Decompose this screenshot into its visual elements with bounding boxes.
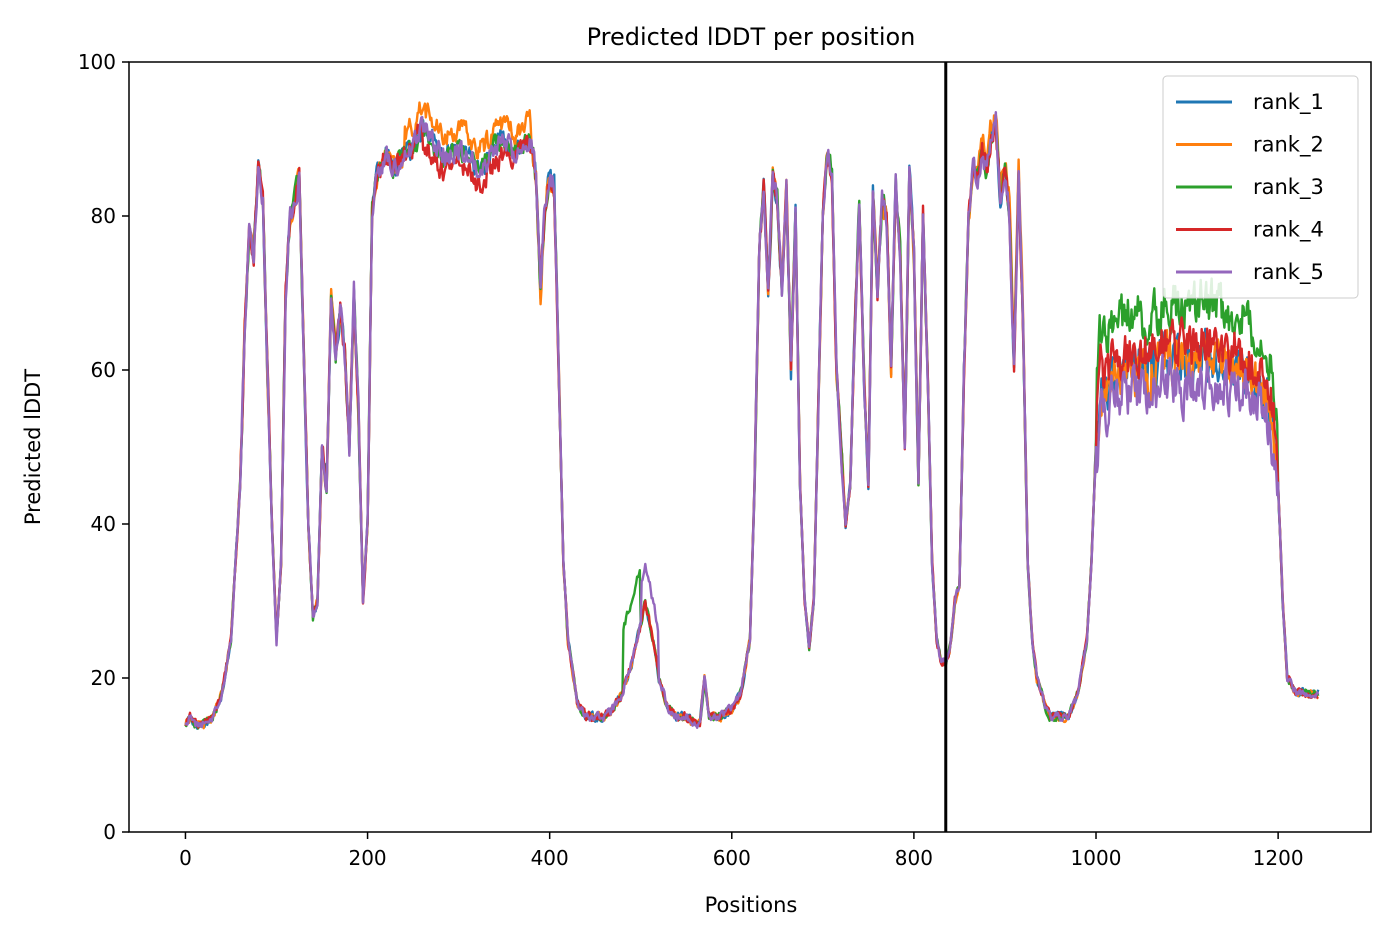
x-axis-ticks: 0 200 400 600 800 1000 1200	[179, 832, 1304, 870]
y-axis-label: Predicted lDDT	[21, 369, 45, 525]
x-tick-label: 1200	[1253, 846, 1304, 870]
chart-title: Predicted lDDT per position	[587, 23, 916, 51]
y-tick-label: 0	[103, 820, 116, 844]
x-tick-label: 200	[348, 846, 386, 870]
plot-frame	[128, 61, 1372, 833]
x-tick-label: 400	[531, 846, 569, 870]
x-tick-label: 600	[713, 846, 751, 870]
x-tick-label: 0	[179, 846, 192, 870]
y-tick-label: 100	[78, 50, 116, 74]
legend: rank_1 rank_2 rank_3 rank_4 rank_5	[1162, 75, 1359, 299]
legend-label-rank_3: rank_3	[1253, 175, 1324, 200]
y-tick-label: 20	[91, 666, 116, 690]
x-tick-label: 800	[895, 846, 933, 870]
plot-area	[184, 62, 1320, 832]
x-tick-label: 1000	[1071, 846, 1122, 870]
series-line-rank_5	[184, 110, 1320, 729]
x-axis-label: Positions	[705, 893, 798, 917]
y-tick-label: 60	[91, 358, 116, 382]
legend-label-rank_2: rank_2	[1253, 133, 1324, 158]
y-tick-label: 80	[91, 204, 116, 228]
y-axis-ticks: 0 20 40 60 80 100	[78, 50, 129, 844]
y-tick-label: 40	[91, 512, 116, 536]
series-layer	[184, 101, 1320, 730]
legend-label-rank_1: rank_1	[1253, 90, 1324, 115]
legend-label-rank_5: rank_5	[1253, 260, 1324, 285]
legend-box	[1162, 75, 1359, 299]
legend-label-rank_4: rank_4	[1253, 218, 1324, 243]
